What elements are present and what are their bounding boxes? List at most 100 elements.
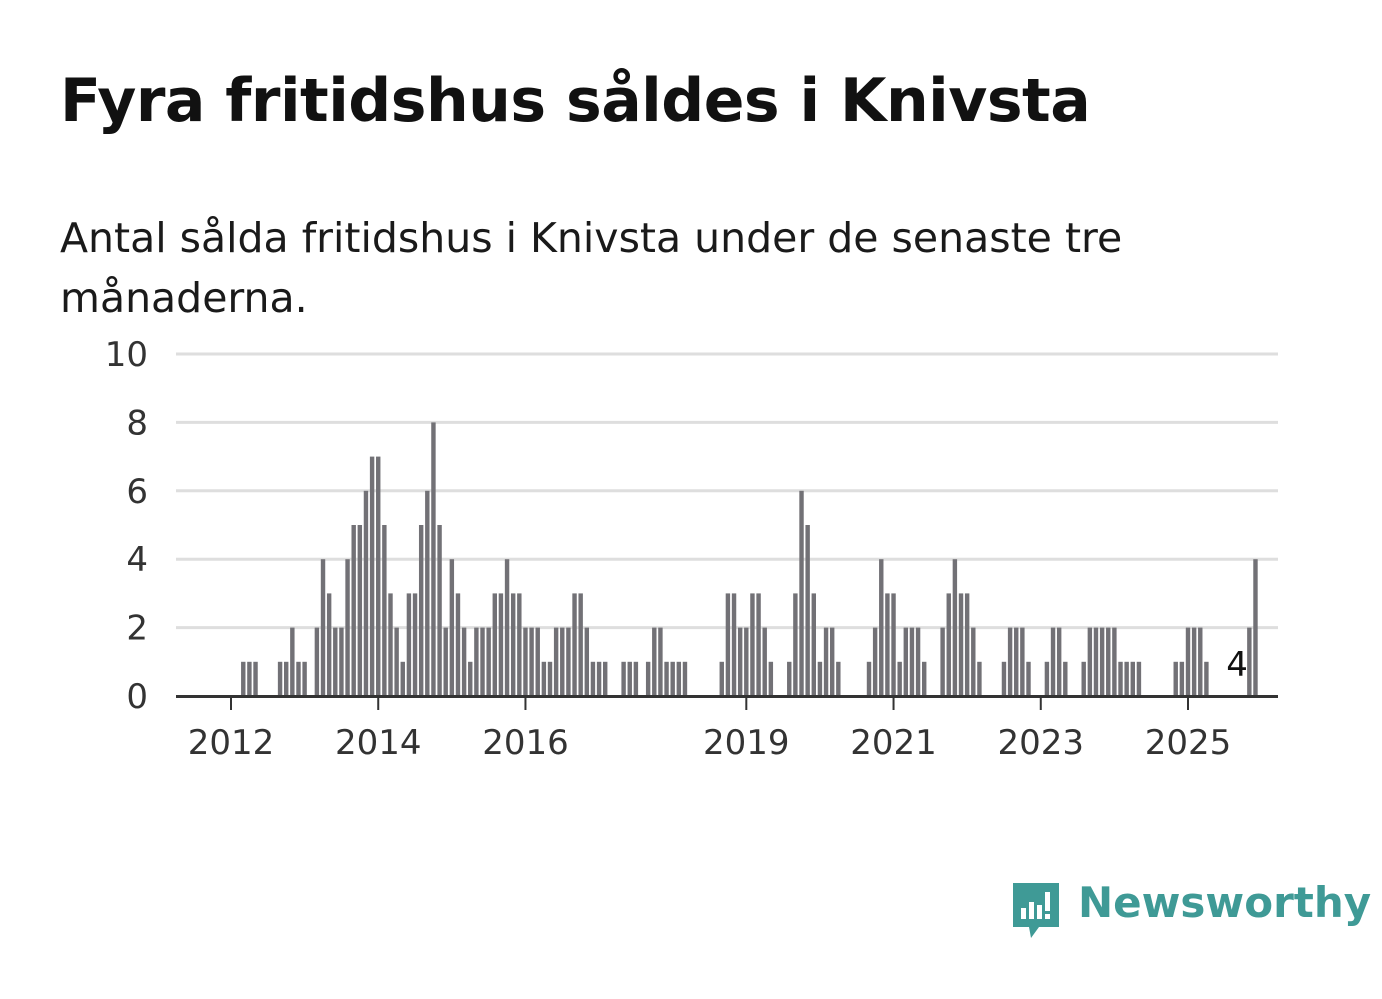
bar [326,593,332,696]
y-tick-label: 2 [126,609,148,649]
bar [719,661,724,696]
bar [652,627,657,696]
bar [461,627,467,696]
bar [418,525,424,696]
bar [400,661,405,696]
bar [915,627,921,696]
bar [1173,661,1178,696]
bar [241,661,246,696]
bar [750,593,755,696]
bar [541,661,547,696]
bar [946,593,951,696]
bar [1099,627,1105,696]
bar [363,490,369,696]
bar [744,627,749,696]
bar [437,525,442,696]
bar [253,661,258,696]
bar [1026,661,1031,696]
bar [284,661,289,696]
bar [535,627,540,696]
bar [1179,661,1185,696]
bar [799,490,804,696]
bar [958,593,964,696]
bar [1198,627,1203,696]
bar [247,661,252,696]
bar [952,559,958,696]
bar [480,627,485,696]
bar [523,627,528,696]
bar [492,593,497,696]
bar [805,525,810,696]
bar [1112,627,1117,696]
bar [621,661,626,696]
bar [468,661,473,696]
bar [486,627,491,696]
bar [376,456,381,696]
bar [1081,661,1086,696]
bar [406,593,412,696]
bar [443,627,448,696]
bar [584,627,590,696]
bar [682,661,688,696]
brand-name: Newsworthy [1078,878,1372,927]
bar [394,627,399,696]
bar [940,627,945,696]
bar [1063,661,1068,696]
bar [572,593,577,696]
bar [725,593,731,696]
newsworthy-logo: Newsworthy [1010,876,1371,944]
bar [578,593,583,696]
bar [964,593,970,696]
bar [590,661,596,696]
bar [676,661,682,696]
y-tick-label: 0 [126,677,148,717]
bar [345,559,350,696]
y-tick-label: 8 [126,403,148,443]
bar [977,661,982,696]
bar [296,661,301,696]
bar [388,593,393,696]
bar [517,593,522,696]
bar [431,422,436,696]
bar [504,559,510,696]
bar [1204,661,1209,696]
bar [1130,661,1135,696]
x-tick-label: 2014 [335,723,422,763]
bar [1007,627,1013,696]
bar [1136,661,1142,696]
bar [449,559,455,696]
bar [382,525,387,696]
bars [241,422,1258,696]
bar [596,661,602,696]
bar [866,661,872,696]
bar [529,627,534,696]
bar [817,661,823,696]
x-tick-label: 2023 [998,723,1085,763]
bar [922,661,927,696]
bar [357,525,363,696]
x-tick-label: 2021 [850,723,937,763]
bar [603,661,608,696]
bar [872,627,878,696]
bar [670,661,675,696]
bar [762,627,767,696]
bar [787,661,792,696]
bar [566,627,571,696]
bar [1001,661,1007,696]
bar [645,661,651,696]
bar [1056,627,1062,696]
bar [903,627,909,696]
newsworthy-chart-icon [1013,883,1059,938]
bar [560,627,565,696]
bar [1087,627,1093,696]
bar [553,627,559,696]
bar [1118,661,1123,696]
x-tick-label: 2016 [482,723,569,763]
bar [1020,627,1025,696]
highlight-value-label: 4 [1226,645,1248,685]
gridlines [176,352,1278,630]
bar [737,627,743,696]
bar [658,627,663,696]
bar [1247,627,1252,696]
bar [633,661,639,696]
